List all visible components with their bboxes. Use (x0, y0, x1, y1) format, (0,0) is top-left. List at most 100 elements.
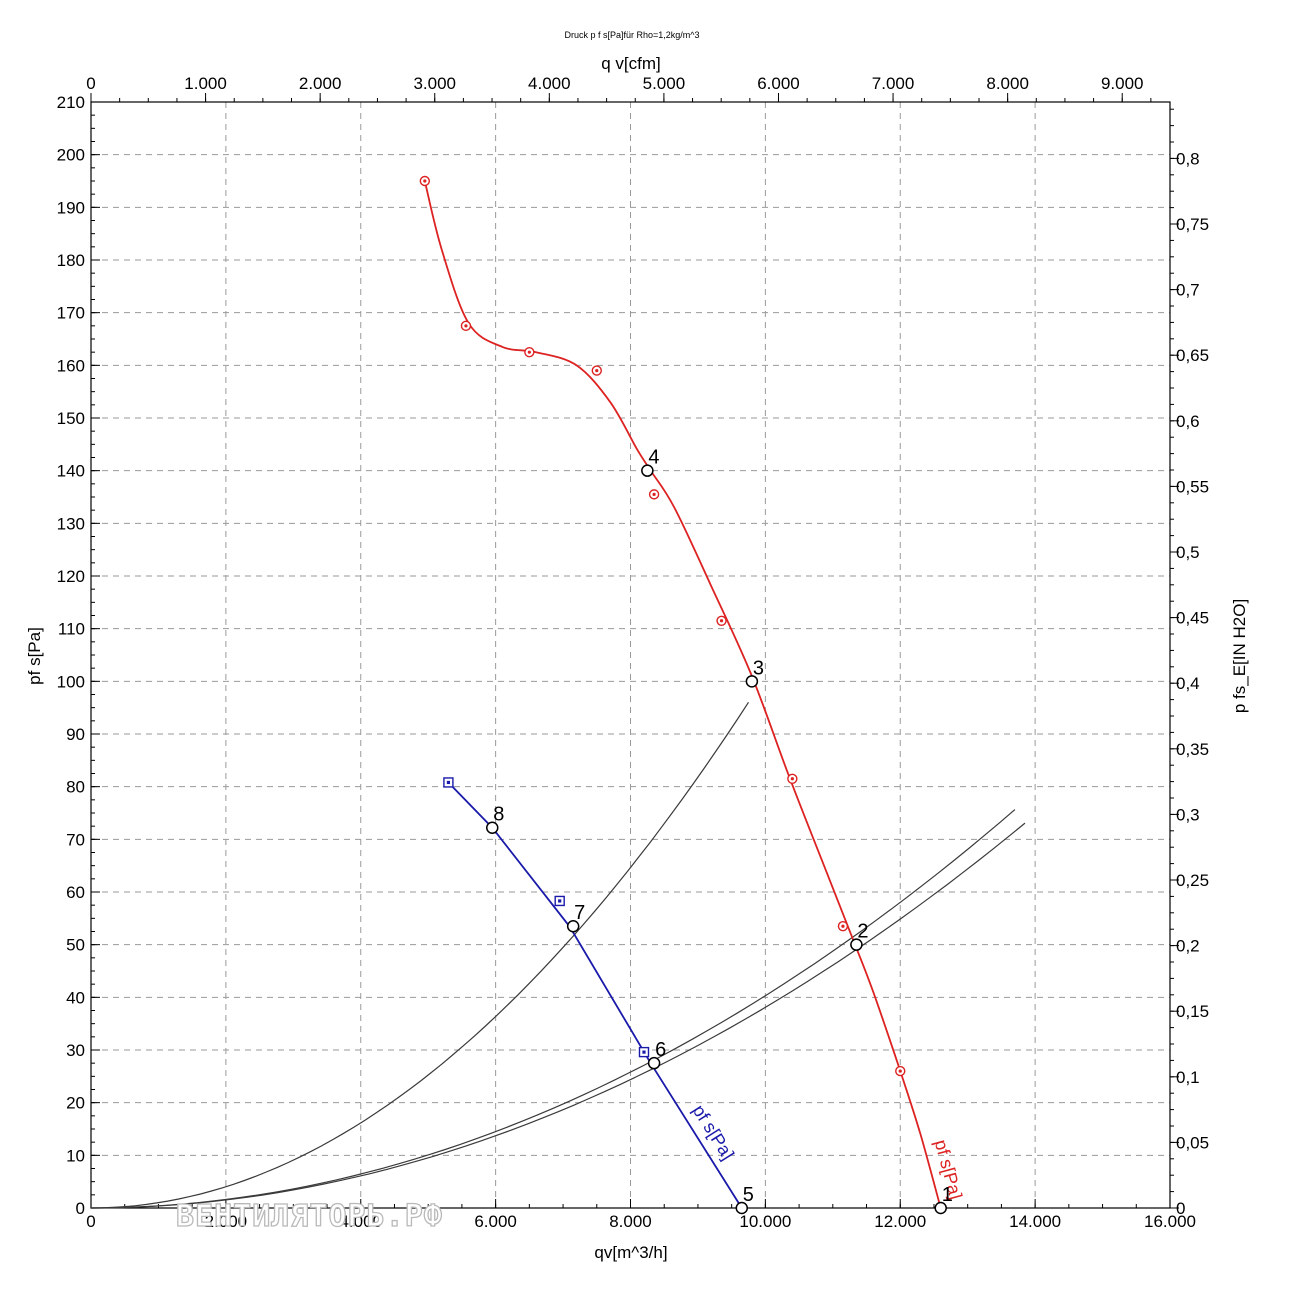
y2-tick-label: 0,35 (1176, 740, 1209, 759)
y-tick-label: 110 (58, 620, 85, 639)
y-tick-label: 130 (57, 514, 85, 533)
y2-tick-label: 0 (1176, 1199, 1185, 1218)
operating-points: 1 2 3 4 5 6 7 8 (486, 447, 953, 1215)
y2-tick-label: 0,8 (1176, 149, 1200, 168)
operating-point-label: 8 (493, 804, 504, 826)
y-tick-label: 170 (57, 304, 85, 323)
y-axis-right: 0 0,05 0,1 0,15 0,2 0,25 0,3 0,35 0,4 0,45 0,5 0,55… (1170, 108, 1209, 1218)
x-tick-label: 0 (86, 1212, 95, 1231)
x2-axis-title: q v[cfm] (601, 54, 661, 73)
y-tick-label: 40 (66, 988, 85, 1007)
data-point-center (898, 1069, 902, 1073)
data-point-center (527, 350, 531, 354)
operating-point-label: 1 (942, 1184, 953, 1206)
operating-point-marker (934, 1201, 947, 1215)
data-point-center (790, 777, 794, 781)
data-point-center (841, 924, 845, 928)
y-tick-label: 190 (57, 198, 85, 217)
x-tick-label: 6.000 (474, 1212, 517, 1231)
y-tick-label: 200 (57, 146, 85, 165)
x2-tick-label: 3.000 (413, 74, 456, 93)
y-tick-label: 210 (57, 93, 85, 112)
x2-tick-label: 2.000 (299, 74, 342, 93)
operating-point-label: 5 (743, 1184, 754, 1206)
y-tick-label: 10 (66, 1146, 85, 1165)
y-tick-label: 180 (57, 251, 85, 270)
y2-tick-label: 0,3 (1176, 805, 1200, 824)
y-tick-label: 80 (66, 778, 85, 797)
series-line (423, 180, 942, 1209)
system-curve (90, 701, 750, 1209)
x2-tick-label: 8.000 (986, 74, 1029, 93)
y-tick-label: 70 (66, 830, 85, 849)
y2-tick-label: 0,4 (1176, 674, 1200, 693)
y-tick-label: 160 (57, 356, 85, 375)
x-tick-label: 2.000 (205, 1212, 248, 1231)
data-point-center (642, 1050, 646, 1054)
y-tick-label: 150 (57, 409, 85, 428)
data-point-center (464, 324, 468, 328)
data-point-center (558, 899, 562, 903)
system-curves (90, 701, 1026, 1209)
operating-point-marker (850, 938, 863, 951)
y2-axis-title: p fs_E[IN H2O] (1230, 599, 1249, 713)
y2-tick-label: 0,05 (1176, 1133, 1209, 1152)
operating-point-label: 4 (648, 447, 659, 469)
grid (91, 102, 1170, 1208)
y2-tick-label: 0,15 (1176, 1002, 1209, 1021)
y-axis-title: pf s[Pa] (25, 627, 44, 685)
operating-point-marker (486, 821, 499, 834)
chart-title: Druck p f s[Pa]für Rho=1,2kg/m^3 (564, 30, 699, 40)
x-tick-label: 8.000 (609, 1212, 652, 1231)
y2-tick-label: 0,75 (1176, 215, 1209, 234)
x2-tick-label: 4.000 (528, 74, 571, 93)
y2-tick-label: 0,45 (1176, 609, 1209, 628)
system-curve (90, 809, 1016, 1209)
x2-tick-label: 9.000 (1101, 74, 1144, 93)
data-point-center (652, 492, 656, 496)
y-tick-label: 0 (76, 1199, 85, 1218)
y2-tick-label: 0,25 (1176, 871, 1209, 890)
x-tick-label: 12.000 (874, 1212, 926, 1231)
x2-tick-label: 0 (86, 74, 95, 93)
operating-point-label: 7 (574, 902, 585, 924)
operating-point-marker (745, 675, 759, 688)
x-tick-label: 4.000 (339, 1212, 382, 1231)
operating-point-marker (641, 464, 654, 477)
x2-tick-label: 7.000 (872, 74, 915, 93)
y2-tick-label: 0,7 (1176, 281, 1200, 300)
y-tick-label: 140 (57, 462, 85, 481)
operating-point-label: 6 (655, 1039, 666, 1061)
operating-point-label: 3 (753, 657, 764, 679)
y-tick-label: 50 (66, 936, 85, 955)
y-tick-label: 30 (66, 1041, 85, 1060)
y-tick-label: 60 (66, 883, 85, 902)
y-tick-label: 100 (57, 672, 85, 691)
watermark: ВЕНТИЛЯТОРЬ.РФ (176, 1199, 443, 1234)
data-point-center (719, 619, 724, 623)
operating-point-label: 2 (857, 921, 868, 943)
x-axis-title: qv[m^3/h] (594, 1243, 667, 1262)
x2-tick-label: 6.000 (757, 74, 800, 93)
x2-tick-label: 5.000 (643, 74, 686, 93)
y-tick-label: 90 (66, 725, 85, 744)
x-axis-bottom: 0 2.000 4.000 6.000 8.000 10.000 12.000 14.000 1… (86, 1199, 1196, 1231)
y-tick-label: 120 (57, 567, 85, 586)
y2-tick-label: 0,55 (1176, 477, 1209, 496)
y-axis-left: 0 10 20 30 40 50 60 70 80 90 100 110 120 130 140 150 160… (57, 93, 100, 1218)
operating-point-marker (735, 1201, 749, 1215)
data-point-center (423, 179, 427, 183)
y2-tick-label: 0,2 (1176, 937, 1200, 956)
operating-point-marker (647, 1056, 661, 1070)
x-axis-top: 0 1.000 2.000 3.000 4.000 5.000 6.000 7.000 8.00… (86, 74, 1152, 102)
data-point-center (595, 369, 599, 373)
x-tick-label: 10.000 (739, 1212, 791, 1231)
operating-point-marker (566, 919, 580, 933)
y2-tick-label: 0,6 (1176, 412, 1200, 431)
y2-tick-label: 0,1 (1176, 1068, 1200, 1087)
data-point-center (446, 780, 451, 785)
y2-tick-label: 0,5 (1176, 543, 1200, 562)
x-tick-label: 14.000 (1009, 1212, 1061, 1231)
